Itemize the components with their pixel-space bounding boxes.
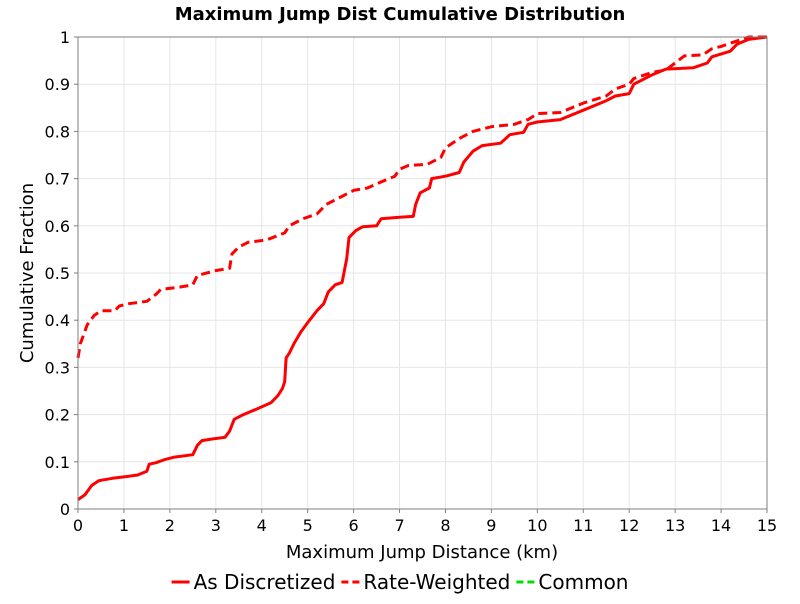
y-tick-label: 0.9 <box>45 75 70 94</box>
series-line-rate-weighted <box>76 35 767 359</box>
x-tick-label: 6 <box>349 516 359 535</box>
x-tick-label: 0 <box>73 516 83 535</box>
x-axis-label: Maximum Jump Distance (km) <box>286 542 558 563</box>
x-tick-label: 9 <box>486 516 496 535</box>
grid <box>77 36 768 510</box>
y-tick-label: 0.1 <box>45 453 70 472</box>
x-tick-label: 3 <box>211 516 221 535</box>
legend-label: As Discretized <box>194 570 336 594</box>
series-line-as-discretized <box>77 35 768 501</box>
y-tick-label: 0.5 <box>45 264 70 283</box>
y-tick-label: 0.7 <box>45 170 70 189</box>
x-tick-label: 5 <box>303 516 313 535</box>
y-tick-label: 0.3 <box>45 358 70 377</box>
x-tick-label: 12 <box>619 516 639 535</box>
y-tick-label: 0.4 <box>45 311 70 330</box>
y-axis-label: Cumulative Fraction <box>17 183 38 363</box>
x-tick-label: 10 <box>527 516 547 535</box>
legend-item: As Discretized <box>171 570 336 594</box>
y-tick-label: 0.6 <box>45 217 70 236</box>
chart-title: Maximum Jump Dist Cumulative Distributio… <box>175 4 626 25</box>
legend: As Discretized Rate-Weighted Common <box>171 570 628 594</box>
axis-ticks: 0 1 2 3 4 5 6 7 8 9 10 11 12 13 14 1500.10.20.30.40.50.… <box>45 28 778 535</box>
y-tick-label: 1 <box>60 28 70 47</box>
x-tick-label: 2 <box>165 516 175 535</box>
legend-label: Rate-Weighted <box>363 570 510 594</box>
x-tick-label: 11 <box>573 516 593 535</box>
y-tick-label: 0.2 <box>45 406 70 425</box>
x-tick-label: 14 <box>711 516 731 535</box>
x-tick-label: 4 <box>257 516 267 535</box>
x-tick-label: 8 <box>440 516 450 535</box>
x-tick-label: 7 <box>394 516 404 535</box>
y-tick-label: 0.8 <box>45 122 70 141</box>
x-tick-label: 1 <box>119 516 129 535</box>
series-layer <box>76 35 768 501</box>
y-tick-label: 0 <box>60 500 70 519</box>
x-tick-label: 13 <box>665 516 685 535</box>
x-tick-label: 15 <box>757 516 777 535</box>
legend-label: Common <box>538 570 628 594</box>
legend-item: Common <box>516 570 628 594</box>
legend-item: Rate-Weighted <box>341 570 510 594</box>
